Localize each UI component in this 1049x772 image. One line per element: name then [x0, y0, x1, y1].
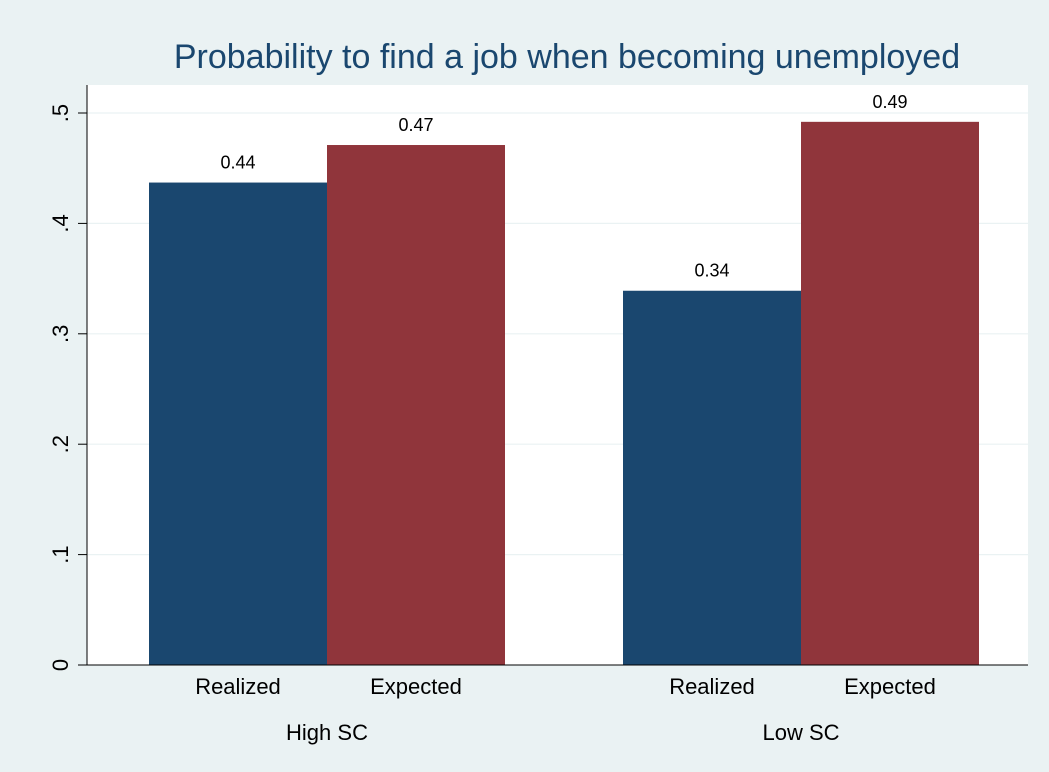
data-label: 0.34 — [694, 261, 729, 281]
y-tick-label: 0 — [48, 659, 73, 671]
y-tick-label: .1 — [48, 545, 73, 563]
bar — [801, 121, 979, 665]
data-labels: 0.44 0.47 0.34 0.49 — [220, 92, 907, 281]
y-tick-label: .2 — [48, 435, 73, 453]
bars — [149, 121, 979, 666]
x-group-label: Low SC — [762, 720, 839, 745]
x-category-label: Realized — [669, 674, 755, 699]
bar — [623, 290, 801, 665]
y-tick-label: .4 — [48, 214, 73, 232]
y-tick-label: .3 — [48, 325, 73, 343]
data-label: 0.47 — [398, 115, 433, 135]
bar — [327, 145, 505, 666]
x-category-label: Expected — [370, 674, 462, 699]
y-axis-ticks: 0 .1 .2 .3 .4 .5 — [48, 104, 87, 671]
x-group-label: High SC — [286, 720, 368, 745]
x-category-label: Realized — [195, 674, 281, 699]
data-label: 0.49 — [872, 92, 907, 112]
chart-title: Probability to find a job when becoming … — [174, 38, 960, 76]
x-category-label: Expected — [844, 674, 936, 699]
bar — [149, 182, 327, 665]
data-label: 0.44 — [220, 153, 255, 173]
y-tick-label: .5 — [48, 104, 73, 122]
